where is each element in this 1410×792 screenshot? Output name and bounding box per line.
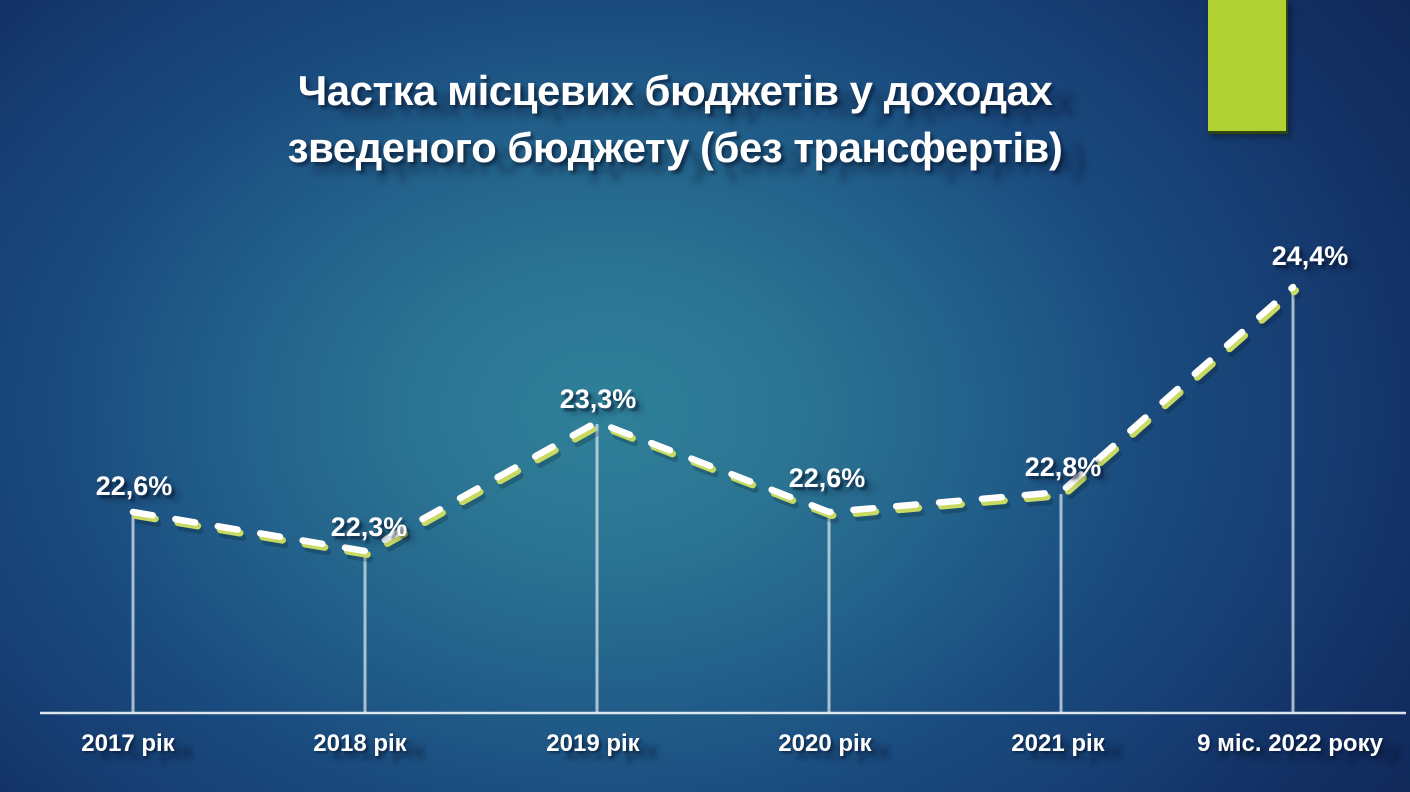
data-label-2019: 23,3% [559,384,637,414]
data-label-2017: 22,6% [95,471,173,501]
drop-lines [131,289,1295,712]
axis-label-2018: 2018 рік [313,730,407,757]
data-line-bevel [132,287,1299,558]
slide-title-line1: Частка місцевих бюджетів у доходах [297,67,1053,114]
data-label-2020: 22,6% [788,463,866,493]
axis-label-2020: 2020 рік [778,730,872,757]
data-label-2021: 22,8% [1024,452,1102,482]
accent-bar [1208,0,1288,134]
axis-label-2021: 2021 рік [1011,730,1105,757]
data-label-2022: 24,4% [1271,241,1349,271]
axis-label-2022: 9 міс. 2022 року [1197,730,1383,757]
slide-title-line2: зведеного бюджету (без трансфертів) [287,124,1063,172]
slide-title: Частка місцевих бюджетів у доходах зведе… [215,62,1135,176]
axis-label-2017: 2017 рік [81,730,175,757]
data-label-2018: 22,3% [330,512,408,542]
data-line-shadow [134,291,1302,563]
data-line [129,283,1297,555]
axis-label-2019: 2019 рік [546,730,640,757]
